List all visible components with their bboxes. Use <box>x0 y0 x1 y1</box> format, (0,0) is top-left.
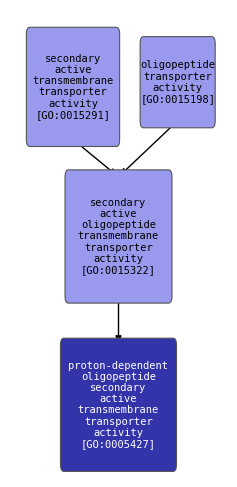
Text: secondary
active
transmembrane
transporter
activity
[GO:0015291]: secondary active transmembrane transport… <box>32 54 114 120</box>
FancyBboxPatch shape <box>65 170 172 303</box>
FancyBboxPatch shape <box>140 37 215 128</box>
Text: secondary
active
oligopeptide
transmembrane
transporter
activity
[GO:0015322]: secondary active oligopeptide transmembr… <box>78 198 159 275</box>
Text: oligopeptide
transporter
activity
[GO:0015198]: oligopeptide transporter activity [GO:00… <box>140 60 215 104</box>
FancyBboxPatch shape <box>60 338 177 471</box>
FancyBboxPatch shape <box>26 27 120 147</box>
Text: proton-dependent
oligopeptide
secondary
active
transmembrane
transporter
activit: proton-dependent oligopeptide secondary … <box>68 360 169 449</box>
